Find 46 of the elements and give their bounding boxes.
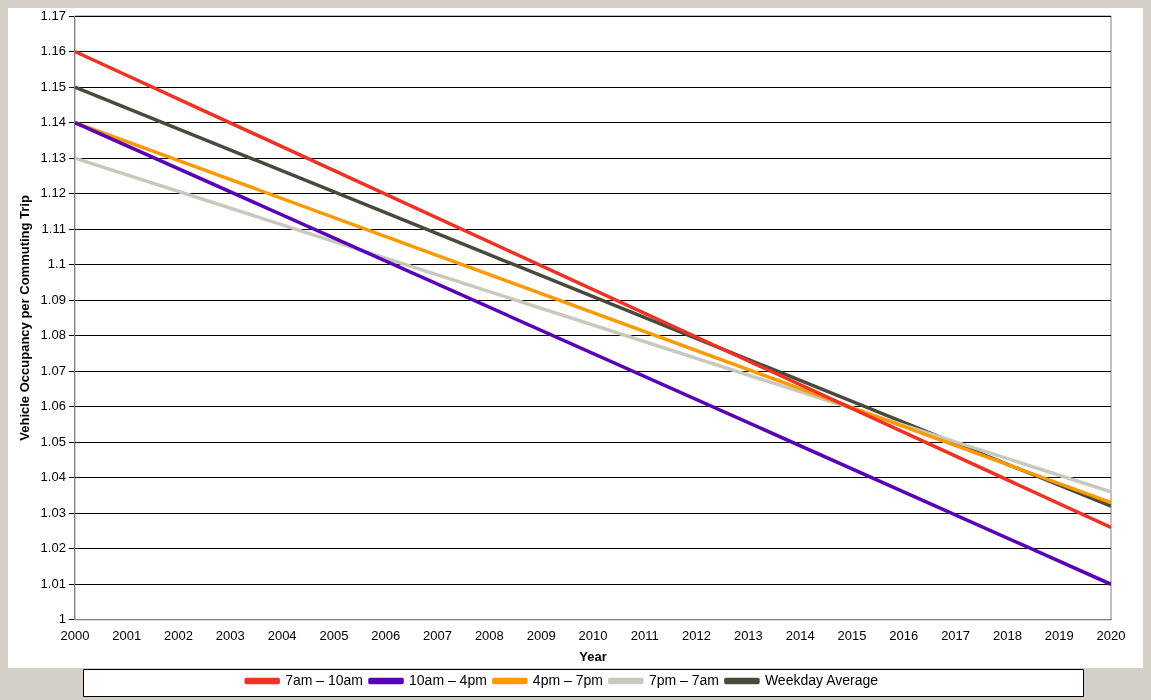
- y-tick-label: 1.04: [40, 469, 66, 485]
- y-tick-label: 1.1: [47, 256, 66, 272]
- y-tick-label: 1.03: [40, 504, 66, 520]
- y-tick-label: 1.16: [40, 43, 66, 59]
- legend-label: 7am – 10am: [285, 671, 364, 688]
- x-tick-label: 2006: [371, 628, 401, 644]
- y-tick-label: 1.02: [40, 540, 66, 556]
- y-tick-label: 1.15: [40, 78, 66, 94]
- x-tick-label: 2007: [423, 628, 452, 644]
- legend-label: 4pm – 7pm: [532, 671, 603, 688]
- x-tick-label: 2018: [992, 628, 1022, 644]
- y-tick-label: 1.08: [40, 327, 66, 343]
- y-tick-label: 1.09: [40, 291, 66, 307]
- x-tick-label: 2001: [112, 628, 142, 644]
- x-tick-label: 2004: [267, 628, 297, 644]
- x-axis-title: Year: [579, 648, 607, 664]
- y-tick-label: 1.07: [40, 362, 66, 378]
- x-tick-label: 2005: [319, 628, 349, 644]
- y-axis-title: Vehicle Occupancy per Commuting Trip: [17, 195, 33, 441]
- x-tick-label: 2003: [215, 628, 245, 644]
- x-tick-label: 2015: [837, 628, 867, 644]
- y-tick-label: 1.13: [40, 149, 66, 165]
- x-tick-label: 2002: [164, 628, 193, 644]
- x-tick-label: 2008: [474, 628, 504, 644]
- x-tick-label: 2011: [630, 628, 659, 644]
- x-tick-label: 2009: [526, 628, 556, 644]
- legend-label: 7pm – 7am: [648, 671, 719, 688]
- x-tick-label: 2010: [578, 628, 608, 644]
- legend-label: 10am – 4pm: [409, 671, 487, 688]
- y-tick-label: 1.12: [40, 185, 66, 201]
- x-tick-label: 2020: [1096, 628, 1126, 644]
- x-tick-label: 2017: [941, 628, 971, 644]
- x-tick-label: 2012: [682, 628, 712, 644]
- y-tick-label: 1.17: [40, 7, 66, 23]
- x-tick-label: 2000: [60, 628, 90, 644]
- y-tick-label: 1.14: [40, 114, 66, 130]
- y-tick-label: 1.05: [40, 433, 66, 449]
- y-tick-label: 1.11: [41, 220, 66, 236]
- y-tick-label: 1.06: [40, 398, 66, 414]
- x-tick-label: 2014: [785, 628, 815, 644]
- legend-label: Weekday Average: [764, 671, 879, 688]
- x-tick-label: 2016: [889, 628, 919, 644]
- x-tick-label: 2013: [733, 628, 763, 644]
- y-tick-label: 1: [58, 611, 66, 627]
- y-tick-label: 1.01: [40, 575, 66, 591]
- x-tick-label: 2019: [1044, 628, 1074, 644]
